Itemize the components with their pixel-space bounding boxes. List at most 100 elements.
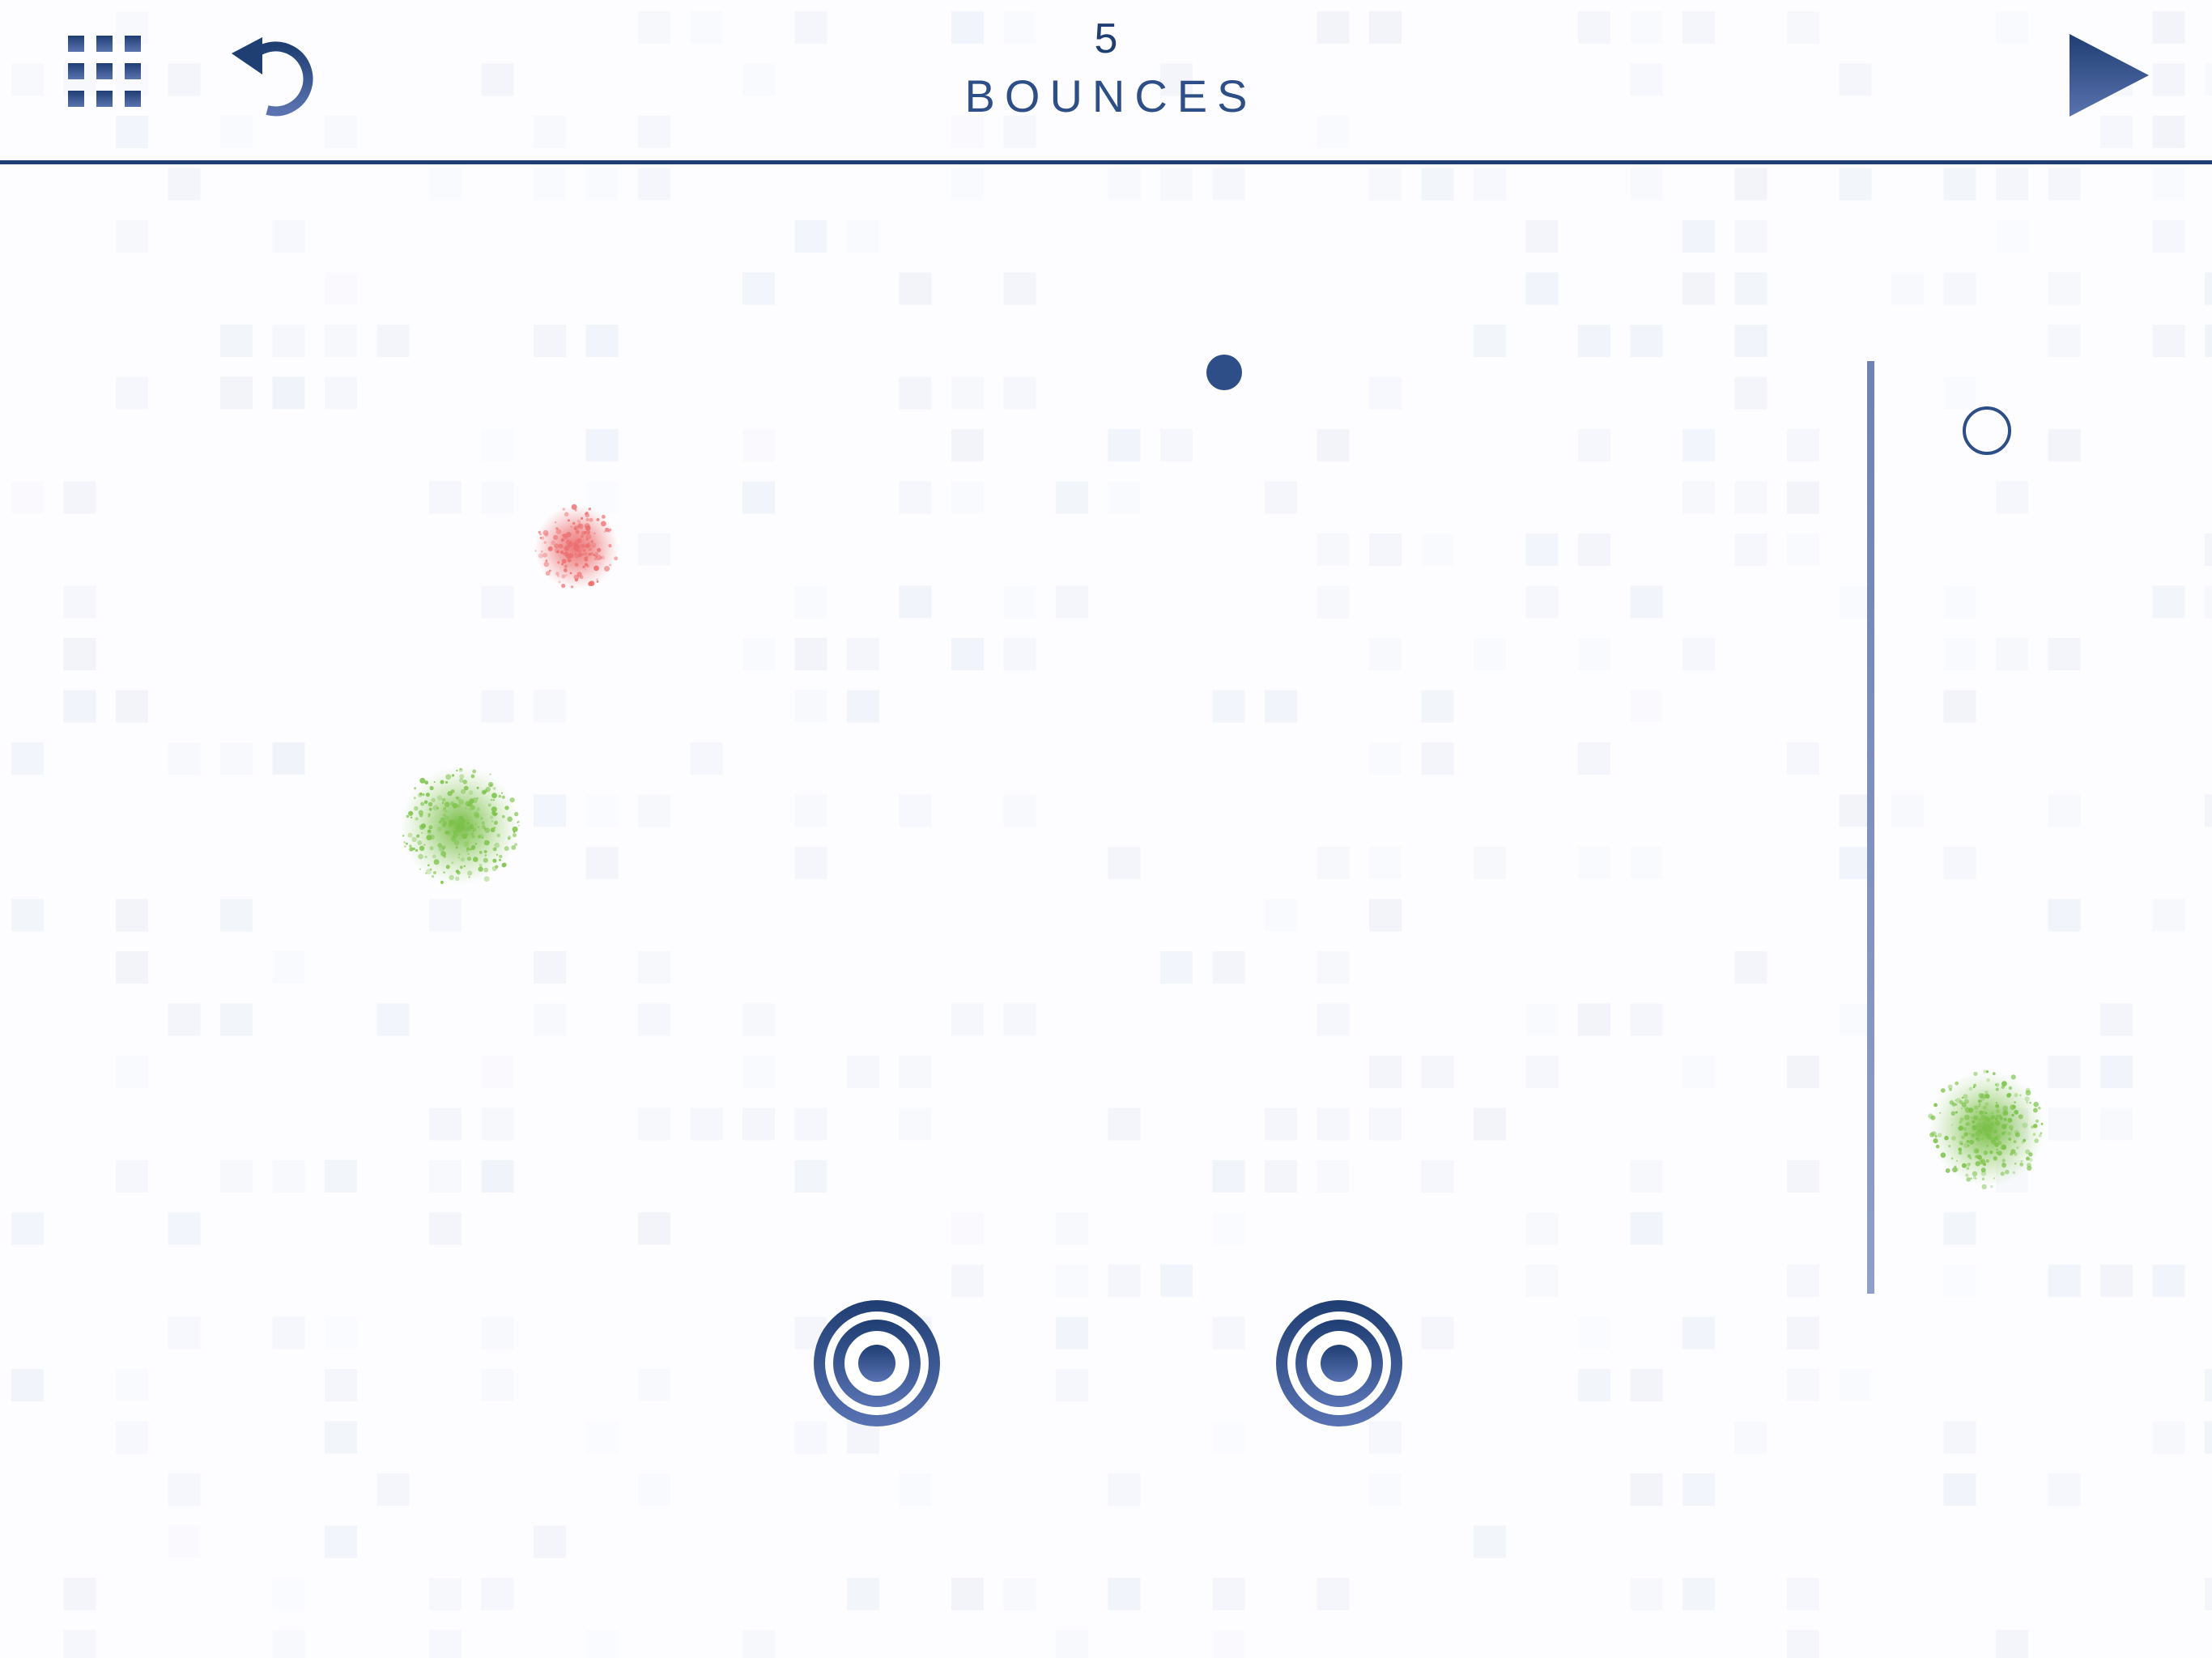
background-tile [1212, 951, 1245, 984]
vertical-wall [1867, 361, 1874, 1294]
background-tile [794, 794, 827, 827]
background-tile [585, 1630, 619, 1658]
background-tile [847, 1056, 879, 1088]
background-tile [63, 1578, 96, 1610]
background-tile [1474, 847, 1506, 879]
background-tile [168, 1003, 201, 1036]
background-tile [63, 585, 96, 619]
background-tile [1525, 585, 1559, 619]
background-tile [534, 168, 566, 201]
background-tile [1839, 63, 1872, 96]
background-tile [481, 1578, 514, 1610]
background-tile [951, 116, 984, 148]
background-tile [63, 1630, 96, 1658]
background-tile [638, 951, 670, 984]
background-tile [1265, 690, 1297, 723]
background-tile [168, 1316, 201, 1350]
background-tile [1734, 325, 1767, 357]
background-tile [1003, 376, 1036, 410]
background-tile [1212, 168, 1245, 201]
background-tile [638, 1473, 670, 1506]
background-tile [325, 1525, 357, 1558]
background-tile [272, 1160, 305, 1192]
background-tile [1160, 1265, 1193, 1297]
background-tile [638, 534, 670, 566]
background-tile [794, 690, 827, 723]
bounce-label: BOUNCES [964, 70, 1257, 121]
background-tile [1421, 1316, 1454, 1350]
background-tile [1787, 742, 1819, 775]
level-menu-button[interactable] [65, 32, 146, 113]
background-tile [638, 1107, 670, 1141]
background-tile [481, 1056, 514, 1088]
background-tile [1212, 1316, 1245, 1350]
background-tile [1734, 376, 1767, 410]
background-tile [11, 1212, 44, 1245]
background-tile [1578, 638, 1610, 670]
background-tile [794, 585, 827, 619]
background-tile [1369, 742, 1402, 775]
background-tile [2205, 63, 2212, 96]
background-tile [1578, 1369, 1610, 1401]
background-tile [585, 847, 619, 879]
background-tile [794, 847, 827, 879]
background-tile [899, 1056, 932, 1088]
background-tile [1160, 63, 1193, 96]
background-tile [1839, 585, 1872, 619]
background-tile [1943, 1212, 1976, 1245]
play-button[interactable] [2063, 31, 2152, 120]
background-tile [1317, 1107, 1350, 1141]
background-tile [1787, 1369, 1819, 1401]
background-tile [2152, 63, 2185, 96]
background-tile [1212, 1421, 1245, 1454]
play-icon [2069, 34, 2149, 117]
background-tile [2048, 638, 2081, 670]
background-tile [1996, 11, 2028, 44]
undo-button[interactable] [225, 29, 314, 118]
background-tile [1160, 168, 1193, 201]
background-tile [325, 1369, 357, 1401]
background-tile [1369, 376, 1402, 410]
background-tile [951, 638, 984, 670]
background-tile [376, 325, 410, 357]
background-tile [1734, 168, 1767, 201]
background-tile [2152, 168, 2185, 201]
background-tile [481, 63, 514, 96]
background-tile [220, 116, 253, 148]
background-tile [325, 325, 357, 357]
background-tile [1682, 1056, 1715, 1088]
background-tile [951, 1212, 984, 1245]
background-tile [1160, 951, 1193, 984]
background-tile [1578, 534, 1610, 566]
hud-divider-line [0, 160, 2212, 164]
background-tile [1003, 638, 1036, 670]
target[interactable] [1276, 1300, 1402, 1426]
background-tile [1943, 272, 1976, 305]
background-tile [1525, 534, 1559, 566]
background-tile [1943, 168, 1976, 201]
background-tile [272, 742, 305, 775]
background-tile [220, 742, 253, 775]
background-tile [1421, 534, 1454, 566]
background-tile [794, 11, 827, 44]
background-tile [1734, 951, 1767, 984]
background-tile [534, 794, 566, 827]
background-tile [1108, 1473, 1141, 1506]
background-tile [429, 899, 462, 932]
background-tile [1734, 1421, 1767, 1454]
background-tile [2048, 1107, 2081, 1141]
background-tile [168, 1473, 201, 1506]
target[interactable] [814, 1300, 940, 1426]
background-tile [638, 116, 670, 148]
background-tile [794, 220, 827, 253]
background-tile [585, 1421, 619, 1454]
background-tile [1630, 1160, 1663, 1192]
background-tile [481, 690, 514, 723]
ball[interactable] [1206, 355, 1242, 390]
background-tile [1787, 11, 1819, 44]
background-tile [220, 325, 253, 357]
background-tile [1369, 638, 1402, 670]
background-tile [11, 63, 44, 96]
